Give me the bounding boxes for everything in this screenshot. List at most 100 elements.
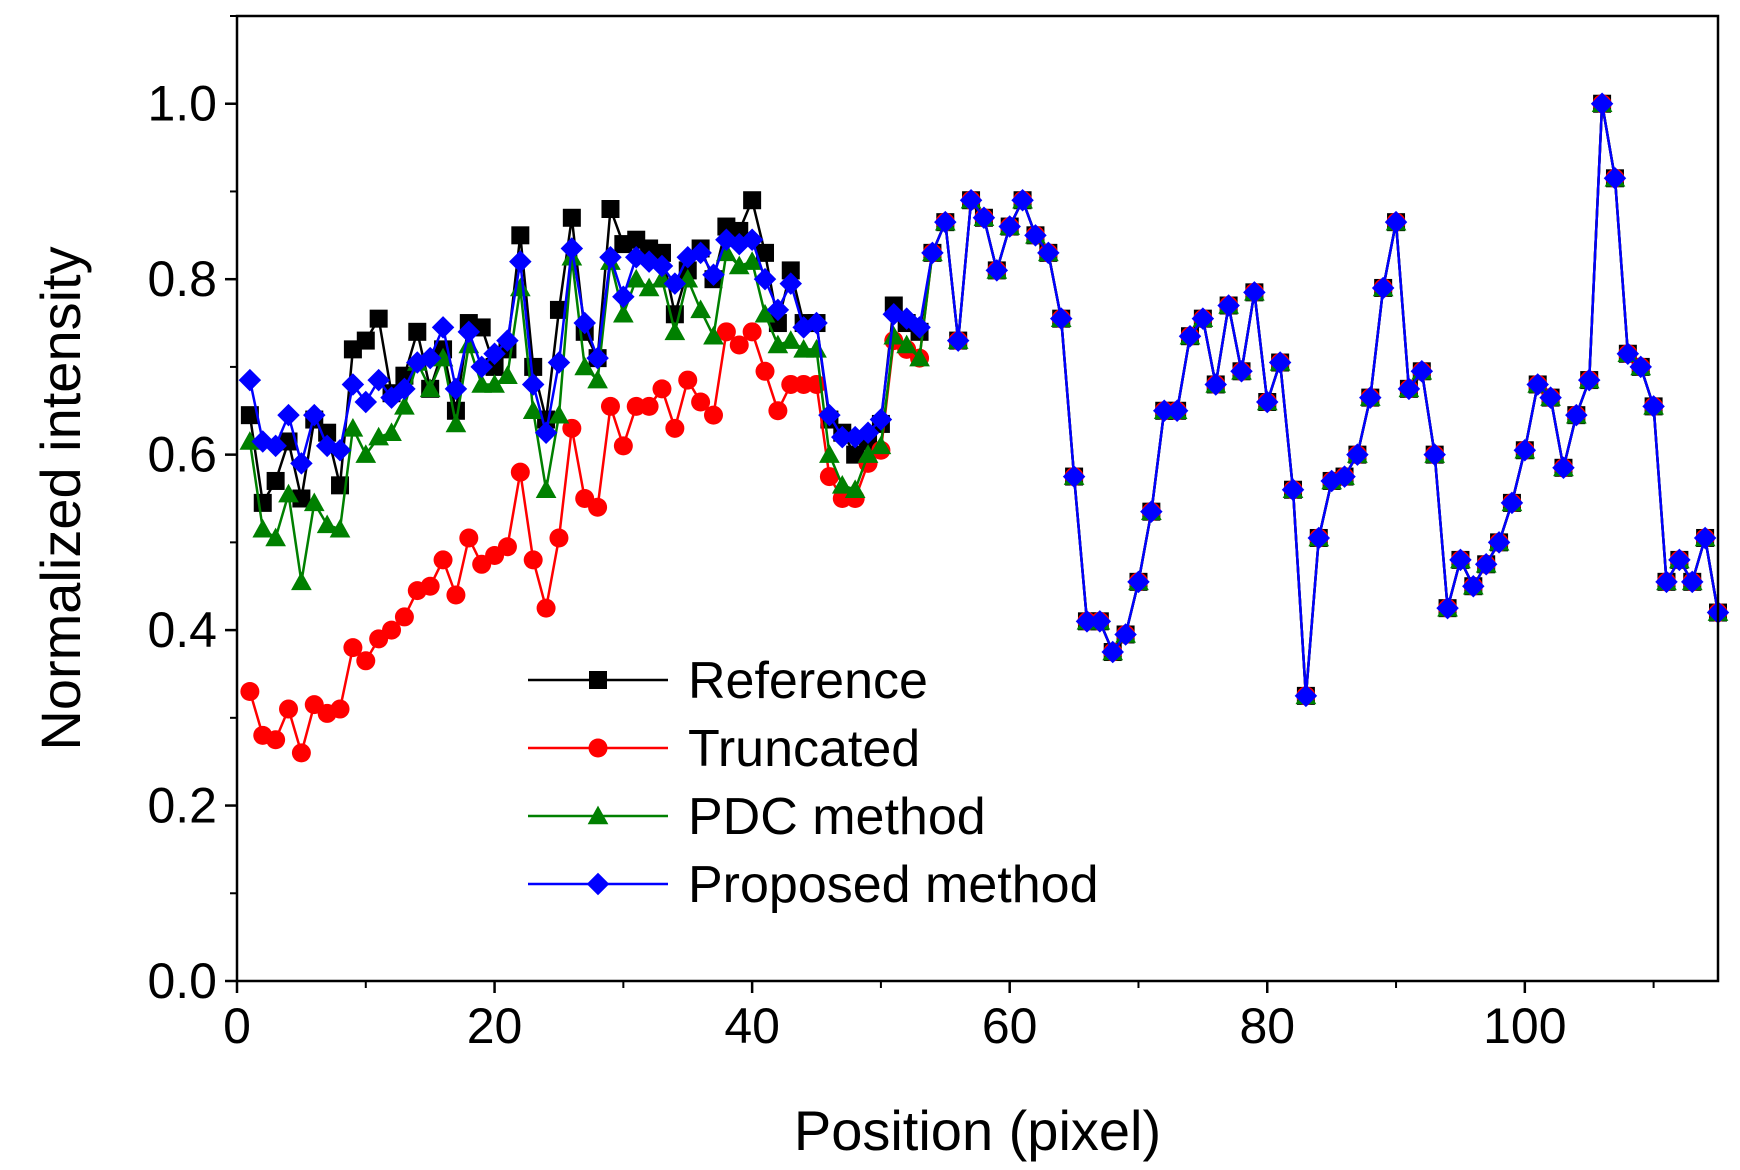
data-point xyxy=(1384,210,1408,234)
data-point xyxy=(934,210,957,234)
data-point xyxy=(781,261,800,280)
data-point xyxy=(638,277,660,297)
data-point xyxy=(819,467,839,487)
data-point xyxy=(741,251,763,270)
data-point xyxy=(998,215,1021,238)
data-point xyxy=(819,444,840,463)
data-point xyxy=(857,444,879,463)
data-point xyxy=(303,492,325,512)
data-point xyxy=(446,585,466,605)
data-point xyxy=(382,620,402,640)
legend-label: Proposed method xyxy=(688,856,1099,914)
data-point xyxy=(483,342,506,365)
data-point xyxy=(355,444,377,463)
y-axis-title: Normalized intensity xyxy=(29,246,92,750)
data-point xyxy=(1500,491,1524,515)
data-point xyxy=(329,518,351,538)
data-point xyxy=(652,243,671,262)
data-point xyxy=(522,400,544,420)
data-point xyxy=(316,514,338,534)
x-tick-label: 80 xyxy=(1239,998,1295,1054)
data-point xyxy=(523,550,543,570)
data-point xyxy=(754,303,776,323)
data-point xyxy=(1410,360,1434,383)
data-point xyxy=(664,321,686,341)
data-point xyxy=(444,377,468,401)
data-point xyxy=(740,228,764,251)
data-point xyxy=(844,479,866,499)
data-point xyxy=(1101,640,1124,664)
data-point xyxy=(330,699,350,719)
data-point xyxy=(574,356,596,376)
data-point xyxy=(356,331,375,350)
data-point xyxy=(549,528,569,548)
data-point xyxy=(702,263,725,287)
data-point xyxy=(1114,623,1137,646)
data-point xyxy=(484,374,505,393)
y-tick-label: 0.8 xyxy=(147,251,217,307)
y-tick-label: 0.4 xyxy=(147,602,217,658)
data-point xyxy=(600,396,620,416)
data-point xyxy=(457,320,481,344)
legend-marker xyxy=(589,671,607,689)
data-point xyxy=(1191,307,1215,330)
data-point xyxy=(341,373,365,396)
data-point xyxy=(768,314,787,333)
data-point xyxy=(510,462,530,482)
data-point xyxy=(303,403,326,427)
data-point xyxy=(277,403,300,427)
data-point xyxy=(959,188,983,212)
data-point xyxy=(367,368,390,392)
data-point xyxy=(497,537,517,557)
data-point xyxy=(1397,377,1421,401)
data-point xyxy=(730,221,749,240)
data-point xyxy=(1204,373,1227,396)
data-point xyxy=(548,404,570,424)
data-point xyxy=(265,527,286,547)
data-point xyxy=(1371,276,1395,300)
data-point xyxy=(716,322,736,342)
y-tick-label: 0.2 xyxy=(147,778,217,834)
data-point xyxy=(1616,342,1640,365)
data-point xyxy=(818,403,841,427)
data-point xyxy=(240,682,260,701)
data-point xyxy=(689,241,712,265)
data-point xyxy=(1243,281,1266,304)
data-point xyxy=(511,226,530,245)
data-point xyxy=(393,377,416,401)
data-point xyxy=(1693,526,1717,550)
data-point xyxy=(470,355,493,379)
legend-marker xyxy=(587,805,609,825)
data-point xyxy=(909,347,930,367)
data-point xyxy=(1655,570,1678,594)
data-point xyxy=(240,406,259,425)
x-tick-label: 0 xyxy=(223,998,251,1054)
data-point xyxy=(562,418,582,438)
y-tick-label: 1.0 xyxy=(147,76,217,132)
data-point xyxy=(278,483,299,503)
data-point xyxy=(1590,92,1614,115)
data-point xyxy=(1127,570,1150,594)
y-tick-label: 0.6 xyxy=(147,427,217,483)
data-point xyxy=(459,528,479,548)
series-line xyxy=(248,102,1720,755)
data-point xyxy=(1449,548,1472,572)
data-point xyxy=(753,267,777,291)
data-point xyxy=(354,390,378,414)
data-point xyxy=(1011,188,1034,212)
data-point xyxy=(521,373,545,396)
data-point xyxy=(1088,610,1112,633)
data-point xyxy=(394,607,414,627)
data-point xyxy=(1436,596,1459,620)
data-point xyxy=(420,576,440,596)
data-point xyxy=(1165,399,1189,423)
data-point xyxy=(1294,684,1318,708)
data-point xyxy=(639,396,659,416)
data-point xyxy=(831,425,854,449)
data-point xyxy=(536,598,556,618)
data-point xyxy=(1565,403,1588,427)
legend-item: PDC method xyxy=(528,788,986,846)
data-point xyxy=(1603,167,1627,190)
data-point xyxy=(1423,443,1446,466)
